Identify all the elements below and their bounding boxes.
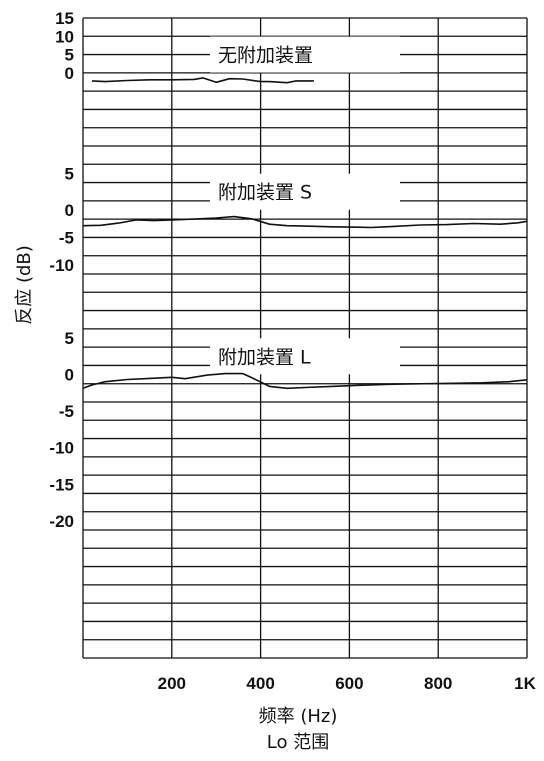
series-caption: 附加装置 S [218, 182, 312, 204]
caption-background [210, 36, 400, 73]
grid [82, 17, 528, 659]
series-caption: 附加装置 L [218, 346, 311, 368]
y-tick-label: 5 [65, 329, 74, 348]
y-tick-label: 5 [65, 46, 74, 65]
y-tick-label: -5 [59, 228, 74, 247]
y-tick-label: 0 [65, 64, 74, 83]
y-tick-label: -10 [49, 439, 74, 458]
series-caption: 无附加装置 [218, 45, 313, 67]
series-line [82, 215, 528, 229]
caption-backgrounds [210, 36, 400, 375]
caption-background [210, 173, 400, 210]
y-tick-label: 5 [65, 164, 74, 183]
y-tick-label: -10 [49, 256, 74, 275]
y-axis-label: 反应 (dB) [14, 245, 35, 325]
y-tick-label: 0 [65, 366, 74, 385]
x-axis-label: 频率 (Hz) [259, 706, 338, 727]
x-axis-tick-labels: 200 400 600 800 1K [158, 674, 537, 693]
y-tick-label: -5 [59, 402, 74, 421]
series-line [82, 372, 528, 390]
caption-background [210, 338, 400, 375]
x-tick-label: 400 [246, 674, 274, 693]
series-line [91, 77, 314, 84]
x-tick-label: 200 [158, 674, 186, 693]
x-tick-label: 600 [335, 674, 363, 693]
series-lines [82, 77, 528, 390]
x-tick-label: 800 [424, 674, 452, 693]
y-tick-label: 10 [55, 27, 74, 46]
y-tick-label: 0 [65, 201, 74, 220]
y-tick-label: -20 [49, 512, 74, 531]
y-tick-label: 15 [55, 9, 74, 28]
x-tick-label: 1K [514, 674, 536, 693]
x-axis-sublabel: Lo 范围 [267, 732, 329, 753]
y-tick-label: -15 [49, 475, 74, 494]
